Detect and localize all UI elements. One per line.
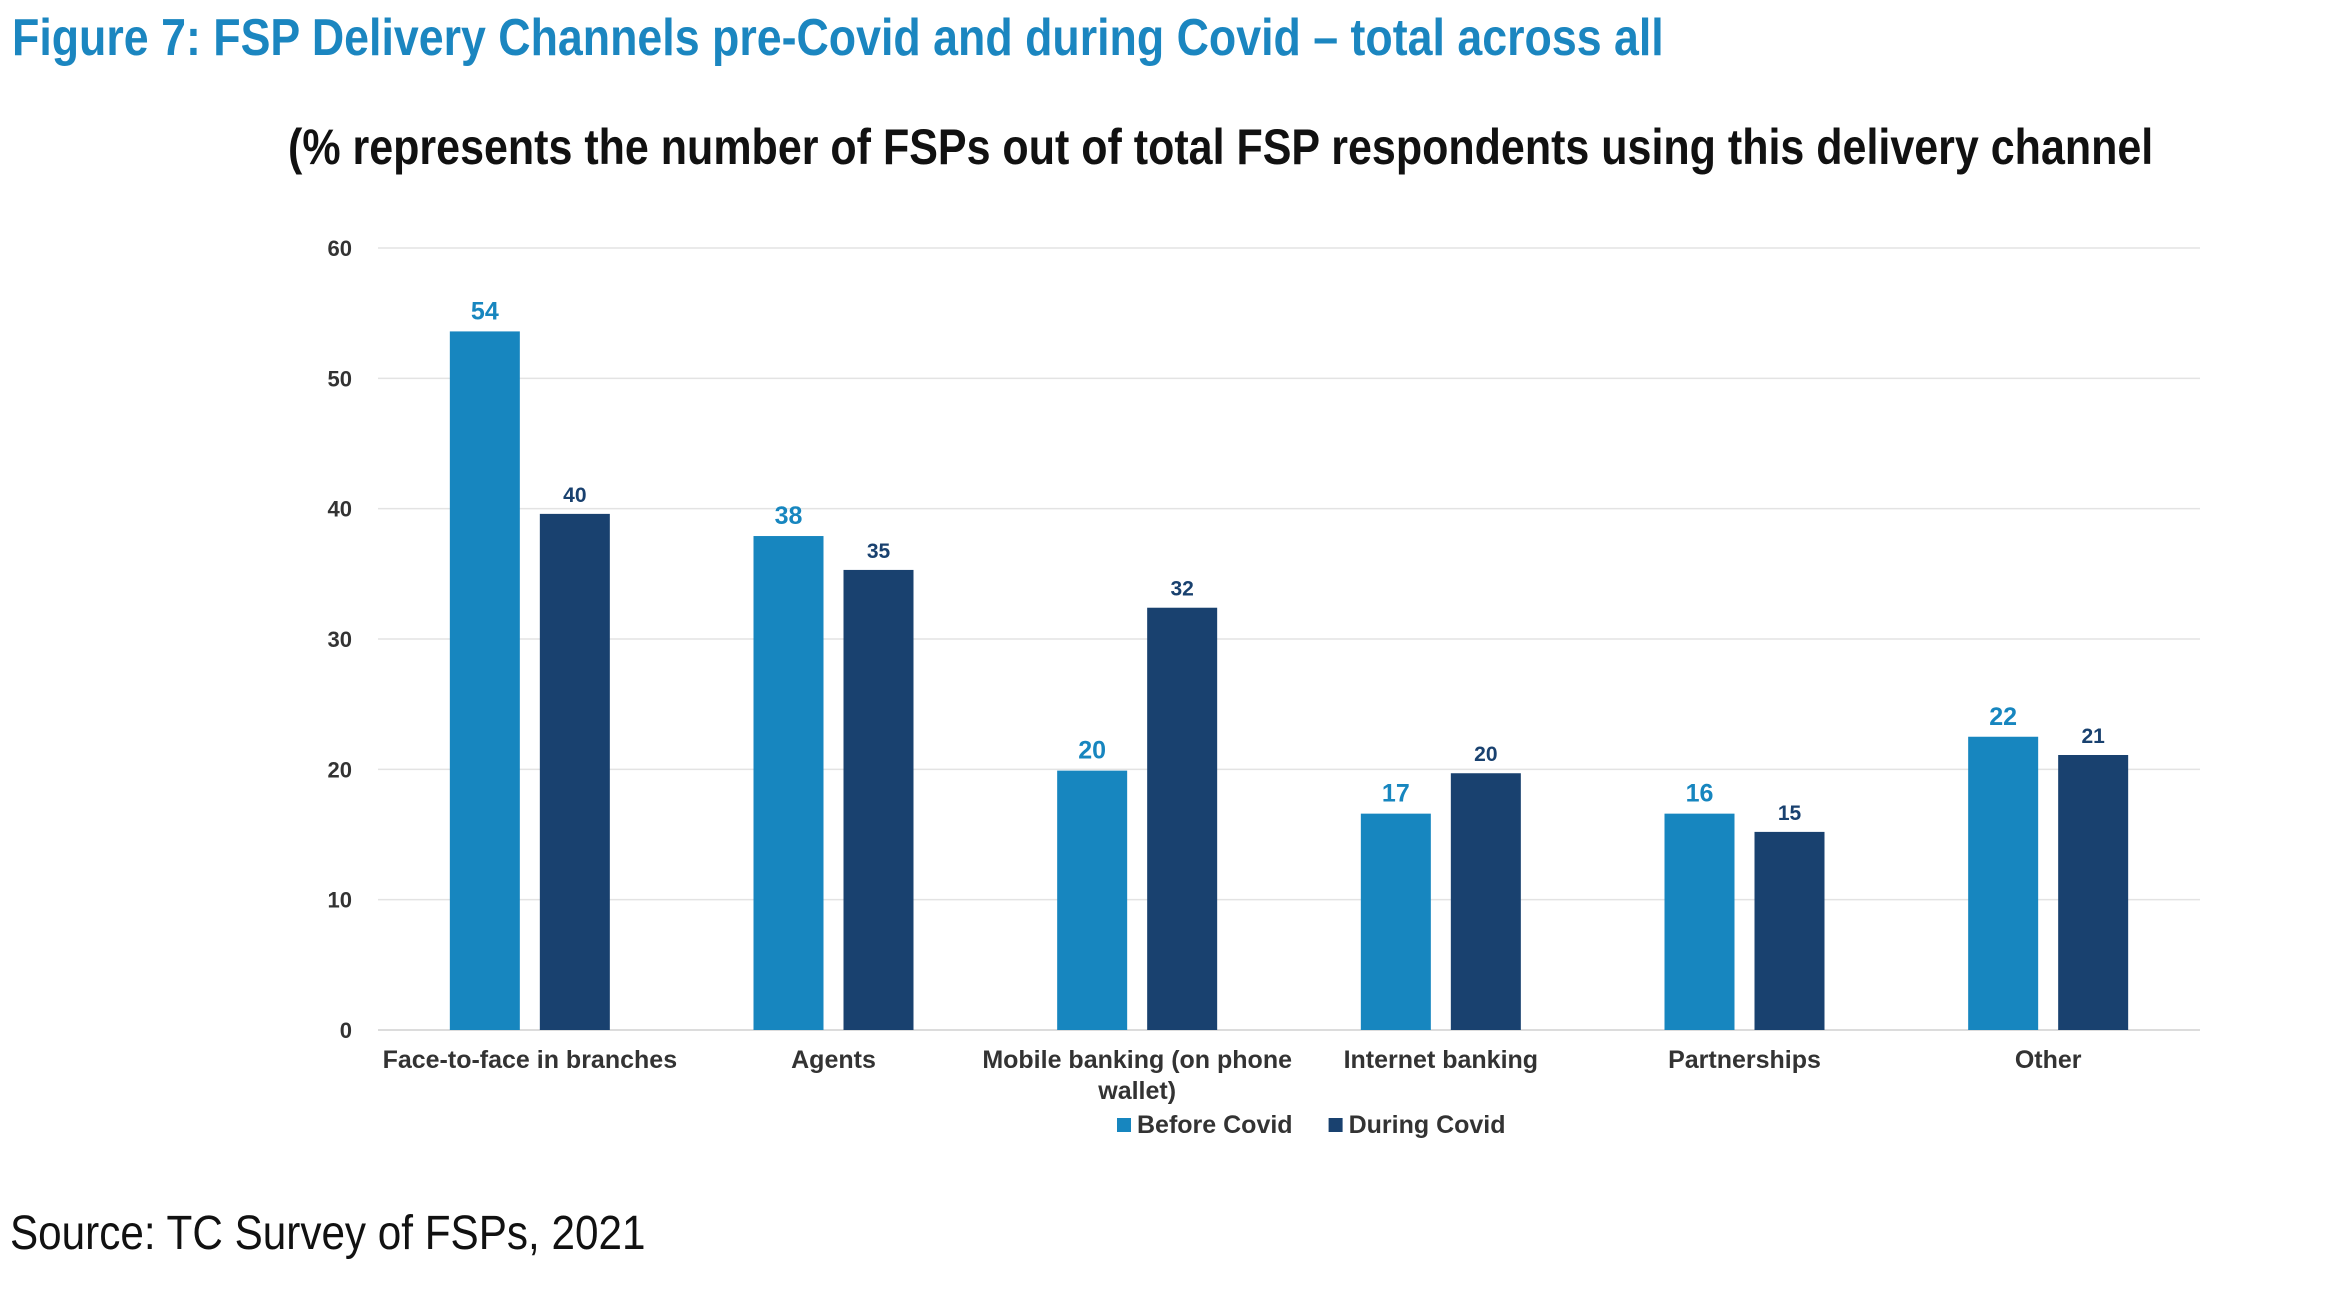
bar-before-covid <box>1360 813 1431 1030</box>
legend-label: Before Covid <box>1137 1111 1293 1139</box>
x-category-label: Partnerships <box>1668 1046 1821 1074</box>
data-labels: 54 40 38 35 20 32 17 20 16 15 22 21 <box>471 297 2105 824</box>
y-tick-label: 60 <box>328 236 352 261</box>
bar-during-covid <box>1754 831 1825 1030</box>
y-tick-label: 20 <box>328 757 352 782</box>
x-category-label: Face-to-face in branches <box>383 1046 678 1074</box>
x-axis-labels: Face-to-face in branches Agents Mobile ban… <box>383 1046 2082 1105</box>
gridlines <box>378 247 2200 1031</box>
bar-value-label: 15 <box>1778 802 1802 825</box>
bar-before-covid <box>753 536 824 1030</box>
source-note: Source: TC Survey of FSPs, 2021 <box>10 1207 646 1260</box>
legend-label: During Covid <box>1349 1111 1506 1139</box>
bar-before-covid <box>1057 770 1128 1030</box>
x-category-label: wallet) <box>1097 1077 1176 1105</box>
x-category-label: Agents <box>791 1046 876 1074</box>
bars <box>449 331 2129 1030</box>
y-axis-ticks: 0 10 20 30 40 50 60 <box>328 236 352 1043</box>
x-category-label: Internet banking <box>1344 1046 1538 1074</box>
bar-value-label: 16 <box>1686 780 1714 808</box>
bar-value-label: 21 <box>2081 725 2105 748</box>
legend-swatch <box>1328 1118 1343 1132</box>
bar-value-label: 17 <box>1382 780 1410 808</box>
y-tick-label: 30 <box>328 627 352 652</box>
bar-value-label: 32 <box>1170 578 1193 601</box>
bar-value-label: 20 <box>1078 737 1106 765</box>
bar-value-label: 35 <box>867 540 891 563</box>
x-category-label: Mobile banking (on phone <box>982 1046 1292 1074</box>
legend-swatch <box>1117 1118 1131 1132</box>
y-tick-label: 10 <box>328 888 352 913</box>
legend: Before Covid During Covid <box>1117 1111 1506 1139</box>
bar-before-covid <box>449 331 520 1030</box>
bar-during-covid <box>1147 607 1218 1030</box>
y-tick-label: 40 <box>328 497 352 522</box>
figure-subtitle: (% represents the number of FSPs out of … <box>288 119 2154 175</box>
figure-title: Figure 7: FSP Delivery Channels pre-Covi… <box>12 9 1664 67</box>
bar-value-label: 22 <box>1989 703 2017 731</box>
bar-value-label: 40 <box>563 484 586 507</box>
bar-value-label: 54 <box>471 297 499 325</box>
bar-during-covid <box>843 569 914 1030</box>
bar-during-covid <box>539 513 610 1030</box>
bar-value-label: 20 <box>1474 743 1497 766</box>
y-tick-label: 0 <box>340 1018 352 1043</box>
bar-during-covid <box>2058 754 2129 1030</box>
bar-before-covid <box>1968 736 2039 1030</box>
bar-during-covid <box>1450 773 1521 1030</box>
x-category-label: Other <box>2015 1046 2082 1074</box>
bar-before-covid <box>1664 813 1735 1030</box>
y-tick-label: 50 <box>328 366 352 391</box>
bar-value-label: 38 <box>775 502 803 530</box>
